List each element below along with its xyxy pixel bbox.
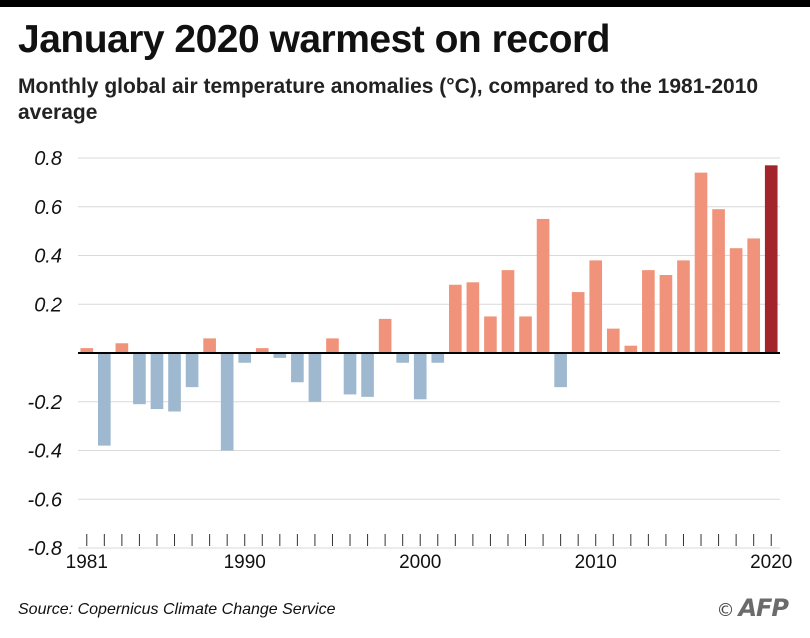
bar [168,353,181,412]
bar [431,353,445,363]
bar [536,218,550,353]
bar [115,343,129,353]
bar-chart: 0.8 0.6 0.4 0.2 -0.2 -0.4 -0.6 -0.8 1981 1990 200… [28,148,793,573]
afp-credit: © AFP [716,594,789,622]
y-tick-label: -0.4 [28,441,62,463]
bar [98,353,111,446]
source-note: Source: Copernicus Climate Change Servic… [18,601,336,618]
bar [308,353,322,402]
bar [273,353,287,358]
bar [694,172,708,353]
x-tick-label: 2010 [575,552,617,573]
bar [729,248,743,353]
bar [571,292,585,353]
bar [203,338,216,353]
bar [642,270,655,353]
gridlines [78,157,780,549]
bar [606,328,620,353]
bar [449,284,462,353]
bar [589,260,603,353]
x-axis: 1981 1990 2000 2010 2020 [66,534,792,573]
bar [361,353,374,397]
top-border [0,0,810,7]
y-tick-label: -0.6 [28,489,63,511]
chart-title: January 2020 warmest on record [18,18,610,61]
bar [185,353,199,388]
bar [150,353,164,410]
bars [80,165,778,451]
bar [291,353,304,383]
bar [712,209,725,353]
bar [466,282,480,353]
bar [133,353,146,405]
copyright-symbol: © [716,600,735,621]
y-axis-tick-labels: 0.8 0.6 0.4 0.2 -0.2 -0.4 -0.6 -0.8 [28,148,63,560]
bar [501,270,515,353]
bar [484,316,497,353]
bar [764,165,778,353]
y-tick-label: 0.6 [34,197,63,219]
bar [747,238,760,353]
bar [396,353,409,363]
bar [413,353,427,400]
bar [378,318,392,353]
bar [554,353,567,388]
chart-subtitle: Monthly global air temperature anomalies… [18,75,759,124]
y-tick-label: -0.2 [28,392,62,414]
bar [326,338,339,353]
bar [677,260,690,353]
bar [255,348,269,353]
x-tick-label: 1981 [66,552,108,573]
y-tick-label: 0.8 [34,148,62,170]
x-tick-label: 2020 [750,552,792,573]
x-tick-label: 1990 [224,552,266,573]
x-tick-label: 2000 [399,552,441,573]
afp-logo: AFP [738,594,789,622]
y-tick-label: 0.4 [34,246,62,268]
bar [343,353,357,395]
bar [624,345,638,353]
y-tick-label: -0.8 [28,538,62,560]
bar [80,348,94,353]
bar [659,275,673,353]
bar [220,353,234,451]
bar [519,316,532,353]
y-tick-label: 0.2 [34,294,62,316]
bar [238,353,252,363]
